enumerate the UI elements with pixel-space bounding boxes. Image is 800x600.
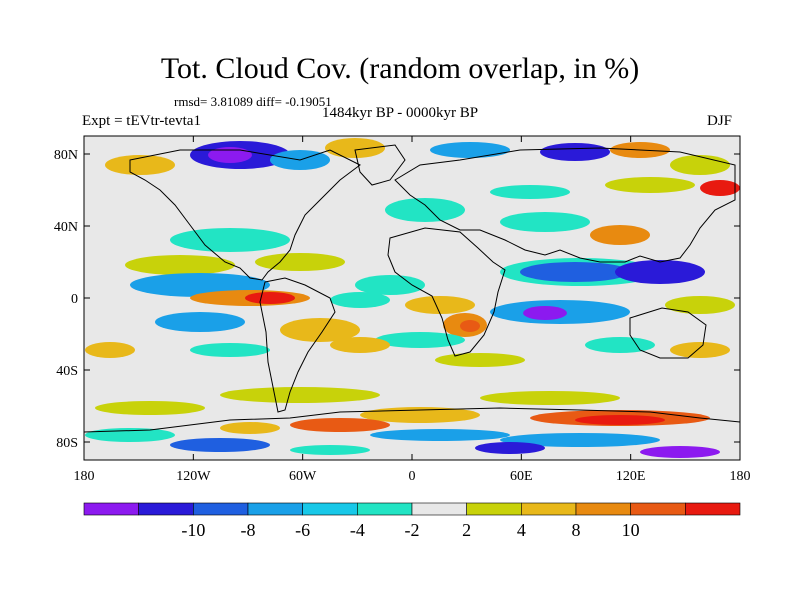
colorbar-label: 10 [622,520,640,540]
anomaly-patch [220,422,280,434]
colorbar-swatch [138,502,194,516]
coastline-antarctica [84,407,740,433]
colorbar-label: -8 [241,520,256,540]
colorbar-label: -6 [295,520,310,540]
anomaly-patch [665,296,735,314]
anomaly-patch [330,292,390,308]
anomaly-field [85,138,740,458]
colorbar-swatch [83,502,139,516]
anomaly-patch [85,428,175,442]
anomaly-patch [95,401,205,415]
chart-title: Tot. Cloud Cov. (random overlap, in %) [160,52,640,85]
lon-tick-label: 120E [616,469,646,484]
colorbar-label: 2 [462,520,471,540]
anomaly-patch [523,306,567,320]
coastline-eurasia [394,147,736,263]
colorbar-swatch [466,502,522,516]
coastline-greenland [354,144,406,186]
anomaly-patch [540,143,610,161]
anomaly-patch [490,185,570,199]
anomaly-patch [375,332,465,348]
anomaly-patch [585,337,655,353]
coastline-australia [629,307,707,359]
anomaly-patch [670,155,730,175]
anomaly-patch [245,292,295,304]
coastline-africa [387,227,506,357]
lon-tick-label: 60W [289,469,317,484]
anomaly-patch [435,353,525,367]
anomaly-patch [460,320,480,332]
colorbar-swatch [575,502,631,516]
longitude-axis: 180 120W 60W 0 60E 120E 180 [74,136,751,484]
anomaly-patch [430,142,510,158]
anomaly-patch [255,253,345,271]
anomaly-patch [520,262,630,282]
lat-tick-label: 40N [54,220,78,235]
anomaly-patch [290,445,370,455]
anomaly-patch [325,138,385,158]
colorbar-swatch [685,502,741,516]
colorbar-swatch [357,502,413,516]
anomaly-patch [575,415,665,425]
anomaly-patch [700,180,740,196]
colorbar-label: -2 [405,520,420,540]
colorbar-label: 8 [572,520,581,540]
anomaly-patch [330,337,390,353]
anomaly-patch [405,296,475,314]
colorbar-label: -10 [181,520,205,540]
anomaly-patch [85,342,135,358]
anomaly-patch [105,155,175,175]
anomaly-patch [590,225,650,245]
colorbar-swatch [302,502,358,516]
anomaly-patch [155,312,245,332]
colorbar-swatch [521,502,577,516]
lat-tick-label: 0 [71,292,78,307]
anomaly-patch [220,387,380,403]
anomaly-patch [208,147,252,163]
lon-tick-label: 180 [730,469,751,484]
lon-tick-label: 0 [409,469,416,484]
experiment-label: Expt = tEVtr-tevta1 [82,113,201,129]
colorbar-label: -4 [350,520,365,540]
anomaly-patch [615,260,705,284]
period-label: 1484kyr BP - 0000kyr BP [322,105,479,121]
anomaly-patch [190,343,270,357]
lon-tick-label: 120W [176,469,211,484]
anomaly-patch [170,228,290,252]
anomaly-patch [605,177,695,193]
colorbar-swatch [630,502,686,516]
colorbar-swatch [411,502,467,516]
anomaly-patch [370,429,510,441]
anomaly-patch [125,255,235,275]
anomaly-patch [475,442,545,454]
anomaly-patch [355,275,425,295]
colorbar-swatch [193,502,249,516]
colorbar-label: 4 [517,520,526,540]
anomaly-patch [670,342,730,358]
coastlines [84,144,740,433]
lon-tick-label: 60E [510,469,533,484]
latitude-axis: 80N 40N 0 40S 80S [54,148,740,451]
lat-tick-label: 80S [56,436,78,451]
anomaly-patch [170,438,270,452]
anomaly-patch [290,418,390,432]
anomaly-patch [640,446,720,458]
anomaly-patch [280,318,360,342]
season-label: DJF [707,113,733,129]
lon-tick-label: 180 [74,469,95,484]
coastline-north-america [129,149,361,281]
anomaly-patch [480,391,620,405]
lat-tick-label: 40S [56,364,78,379]
colorbar-swatch [247,502,303,516]
anomaly-patch [500,433,660,447]
anomaly-patch [500,212,590,232]
colorbar: -10 -8 -6 -4 -2 2 4 8 10 [83,502,741,540]
coastline-south-america [259,277,336,413]
lat-tick-label: 80N [54,148,78,163]
anomaly-patch [385,198,465,222]
stats-label: rmsd= 3.81089 diff= -0.19051 [174,94,332,109]
